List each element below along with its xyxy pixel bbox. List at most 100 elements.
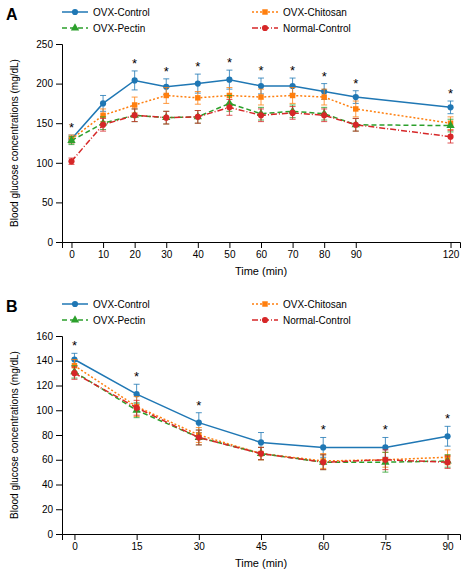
legend-label: OVX-Pectin xyxy=(93,23,145,34)
annotation: * xyxy=(196,398,201,413)
y-axis-title: Blood glucose concentrations (mg/dL) xyxy=(9,351,20,519)
y-tick: 140 xyxy=(36,355,62,366)
y-tick: 20 xyxy=(42,504,62,515)
y-tick-label: 150 xyxy=(36,118,53,129)
point xyxy=(68,158,74,164)
error-bar xyxy=(258,447,264,459)
error-bar xyxy=(258,447,264,459)
legend-label: OVX-Control xyxy=(93,7,150,18)
error-bar xyxy=(134,400,140,415)
legend-item: Normal-Control xyxy=(252,315,351,326)
y-tick-label: 200 xyxy=(36,78,53,89)
y-tick-mark xyxy=(56,534,62,535)
y-tick-mark xyxy=(56,410,62,411)
plot-area xyxy=(67,70,454,164)
point xyxy=(196,420,202,426)
point xyxy=(444,433,450,439)
x-tick: 90 xyxy=(443,534,455,552)
x-tick-mark xyxy=(199,534,200,540)
x-tick-mark xyxy=(166,242,167,248)
y-tick-mark xyxy=(56,509,62,510)
y-axis: 020406080100120140160 xyxy=(36,331,62,540)
point xyxy=(353,122,359,128)
series-line xyxy=(74,372,447,462)
point xyxy=(446,121,454,128)
y-tick-label: 80 xyxy=(42,430,54,441)
legend-item: OVX-Pectin xyxy=(62,315,145,326)
point xyxy=(353,106,358,111)
point xyxy=(258,439,264,445)
y-tick-label: 140 xyxy=(36,355,53,366)
x-tick-mark xyxy=(451,242,452,248)
point xyxy=(100,122,106,128)
y-tick: 0 xyxy=(47,237,62,248)
x-tick-mark xyxy=(293,242,294,248)
point xyxy=(320,459,326,465)
x-tick-mark xyxy=(74,534,75,540)
series xyxy=(71,367,450,470)
legend-label: OVX-Chitosan xyxy=(283,7,347,18)
annotation: * xyxy=(322,69,327,84)
error-bar xyxy=(321,109,327,122)
panel-label: B xyxy=(6,298,18,315)
annotations: ********** xyxy=(69,55,453,135)
plot-area xyxy=(70,353,451,472)
point xyxy=(258,94,263,99)
x-tick-label: 50 xyxy=(224,249,236,260)
x-tick-mark xyxy=(135,242,136,248)
annotation: * xyxy=(290,63,295,78)
legend-marker xyxy=(262,301,267,306)
legend-item: OVX-Control xyxy=(62,299,150,310)
x-tick: 15 xyxy=(132,534,144,552)
point xyxy=(134,405,140,411)
series-line xyxy=(71,103,450,140)
annotation: * xyxy=(227,55,232,70)
point xyxy=(132,102,137,107)
series xyxy=(67,95,454,144)
x-tick-mark xyxy=(448,534,449,540)
y-tick-label: 250 xyxy=(36,39,53,50)
series xyxy=(71,360,450,469)
x-tick-label: 60 xyxy=(318,541,330,552)
annotation: * xyxy=(448,86,453,101)
point xyxy=(321,112,327,118)
point xyxy=(163,93,168,98)
annotation: * xyxy=(353,76,358,91)
legend-label: Normal-Control xyxy=(283,23,351,34)
point xyxy=(132,77,138,83)
y-tick: 100 xyxy=(36,158,62,169)
x-tick-mark xyxy=(71,242,72,248)
x-tick-mark xyxy=(323,534,324,540)
legend-label: OVX-Chitosan xyxy=(283,299,347,310)
x-tick-mark xyxy=(261,242,262,248)
x-tick-mark xyxy=(103,242,104,248)
y-tick-label: 60 xyxy=(42,454,54,465)
point xyxy=(71,370,77,376)
x-axis-title: Time (min) xyxy=(235,557,287,569)
x-tick: 0 xyxy=(69,242,75,260)
y-tick-mark xyxy=(56,163,62,164)
x-tick: 75 xyxy=(380,534,392,552)
point xyxy=(258,451,263,456)
legend-label: OVX-Pectin xyxy=(93,315,145,326)
y-tick-mark xyxy=(56,242,62,243)
x-tick-label: 0 xyxy=(72,541,78,552)
error-bar xyxy=(195,111,201,124)
y-tick-label: 50 xyxy=(42,197,54,208)
x-tick: 90 xyxy=(351,242,363,260)
error-bar xyxy=(258,89,264,105)
point xyxy=(447,104,453,110)
x-tick: 40 xyxy=(193,242,205,260)
x-tick-label: 30 xyxy=(194,541,206,552)
point xyxy=(226,77,232,83)
annotation: * xyxy=(383,422,388,437)
series xyxy=(68,70,453,143)
legend-marker xyxy=(72,9,78,15)
error-bar xyxy=(68,158,74,164)
y-tick-mark xyxy=(56,84,62,85)
y-tick-label: 0 xyxy=(47,529,53,540)
y-tick: 160 xyxy=(36,331,62,342)
x-tick: 0 xyxy=(72,534,78,552)
error-bar xyxy=(134,397,140,417)
x-tick-label: 10 xyxy=(98,249,110,260)
